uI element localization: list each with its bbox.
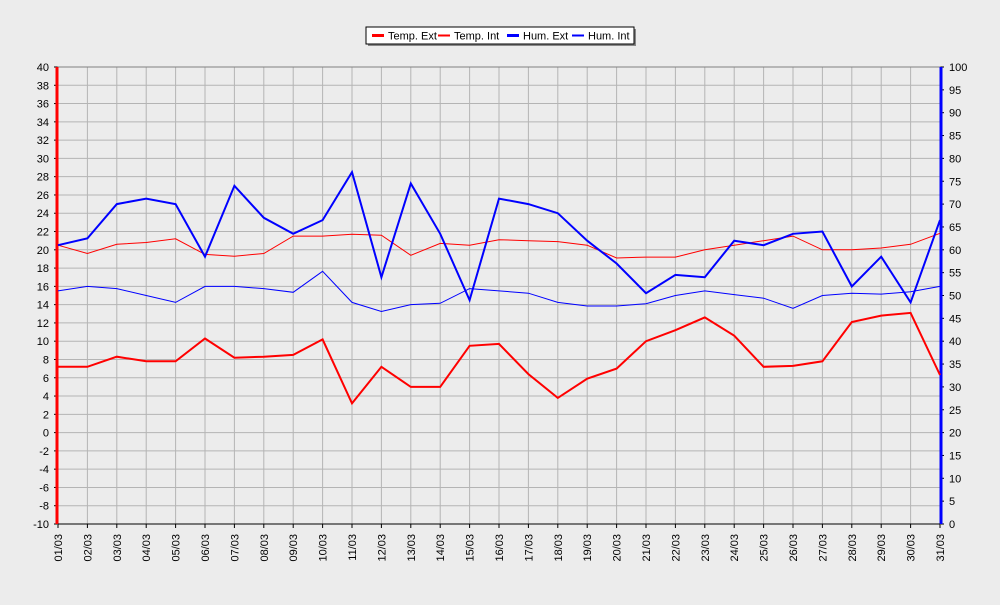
left-axis-tick-label: 14: [37, 300, 49, 312]
legend-box: [365, 26, 635, 45]
x-axis-tick-label: 21/03: [641, 534, 653, 562]
series-line-hum-ext: [57, 169, 941, 305]
right-axis-tick-label: 100: [949, 62, 967, 74]
right-axis-tick-label: 50: [949, 291, 961, 303]
right-axis-tick-label: 40: [949, 336, 961, 348]
x-axis-tick-label: 15/03: [465, 534, 477, 562]
left-axis-tick-label: 32: [37, 135, 49, 147]
right-axis-tick-label: 15: [949, 450, 961, 462]
left-axis-tick-label: -4: [39, 464, 49, 476]
left-axis-tick-label: -6: [39, 482, 49, 494]
x-axis-tick-label: 16/03: [494, 534, 506, 562]
x-axis-tick-label: 05/03: [171, 534, 183, 562]
x-axis-tick-label: 07/03: [229, 534, 241, 562]
x-axis-tick-label: 18/03: [553, 534, 565, 562]
x-axis-tick-label: 27/03: [817, 534, 829, 562]
legend-label: Temp. Ext: [388, 31, 437, 43]
left-axis-tick-label: 18: [37, 263, 49, 275]
legend-label: Temp. Int: [454, 31, 499, 43]
left-axis-tick-label: 12: [37, 318, 49, 330]
legend: Temp. Ext Temp. Int Hum. Ext Hum. Int: [365, 26, 636, 46]
x-axis-tick-label: 13/03: [406, 534, 418, 562]
left-axis-tick-label: 24: [37, 208, 49, 220]
right-axis-tick-label: 60: [949, 245, 961, 257]
right-axis-tick-label: 85: [949, 131, 961, 143]
left-axis-tick-label: 10: [37, 336, 49, 348]
legend-label: Hum. Int: [588, 31, 630, 43]
left-axis-tick-label: 34: [37, 117, 49, 129]
right-axis-tick-label: 20: [949, 428, 961, 440]
x-axis-tick-label: 14/03: [435, 534, 447, 562]
left-axis-tick-label: -10: [33, 519, 49, 531]
left-axis-tick-label: 36: [37, 99, 49, 111]
x-axis-tick-label: 29/03: [876, 534, 888, 562]
right-axis-tick-label: 80: [949, 153, 961, 165]
right-axis-tick-label: 70: [949, 199, 961, 211]
left-axis-tick-label: 22: [37, 227, 49, 239]
x-axis-tick-label: 22/03: [670, 534, 682, 562]
x-axis-tick-label: 28/03: [847, 534, 859, 562]
x-axis-tick-label: 08/03: [259, 534, 271, 562]
left-axis-tick-label: 20: [37, 245, 49, 257]
right-axis-tick-label: 75: [949, 176, 961, 188]
right-axis-tick-label: 5: [949, 496, 955, 508]
x-axis-tick-label: 17/03: [523, 534, 535, 562]
x-axis-tick-label: 11/03: [347, 534, 359, 561]
x-axis-tick-label: 31/03: [935, 534, 947, 562]
left-axis-tick-label: 30: [37, 153, 49, 165]
x-axis-tick-label: 30/03: [906, 534, 918, 562]
right-axis-tick-label: 65: [949, 222, 961, 234]
right-axis-tick-label: 95: [949, 85, 961, 97]
left-axis-tick-label: 38: [37, 80, 49, 92]
right-axis-tick-label: 55: [949, 268, 961, 280]
series-line-temp-ext: [58, 311, 941, 406]
x-axis-tick-label: 01/03: [53, 534, 65, 562]
series-line-hum-int: [57, 270, 941, 313]
left-axis-tick-label: 6: [43, 373, 49, 385]
left-axis-tick-label: -8: [39, 501, 49, 513]
left-axis-tick-label: -2: [39, 446, 49, 458]
right-axis-tick-label: 25: [949, 405, 961, 417]
right-axis-tick-label: 10: [949, 473, 961, 485]
x-axis-tick-label: 23/03: [700, 534, 712, 562]
left-axis-tick-label: 26: [37, 190, 49, 202]
left-axis-tick-label: 16: [37, 281, 49, 293]
right-axis-tick-label: 30: [949, 382, 961, 394]
x-axis-tick-label: 19/03: [582, 534, 594, 562]
right-axis-tick-label: 35: [949, 359, 961, 371]
x-axis-tick-label: 12/03: [376, 534, 388, 562]
grid: [57, 66, 941, 525]
x-axis-tick-label: 03/03: [112, 534, 124, 562]
x-axis-tick-label: 04/03: [141, 534, 153, 562]
x-axis-tick-label: 25/03: [759, 534, 771, 562]
legend-label: Hum. Ext: [523, 31, 568, 43]
left-axis-tick-label: 8: [43, 354, 49, 366]
left-axis-tick-label: 28: [37, 172, 49, 184]
right-axis-tick-label: 90: [949, 108, 961, 120]
left-axis-tick-label: 0: [43, 428, 49, 440]
x-axis-tick-label: 02/03: [82, 534, 94, 562]
left-axis-tick-label: 2: [43, 409, 49, 421]
x-axis-tick-label: 10/03: [318, 534, 330, 562]
right-axis-tick-label: 45: [949, 313, 961, 325]
right-axis-tick-label: 0: [949, 519, 955, 531]
x-axis-tick-label: 20/03: [612, 534, 624, 562]
x-axis-tick-label: 06/03: [200, 534, 212, 562]
left-axis-tick-label: 4: [43, 391, 49, 403]
x-axis-tick-label: 26/03: [788, 534, 800, 562]
x-axis-tick-label: 09/03: [288, 534, 300, 562]
axes: 4038363432302826242220181614121086420-2-…: [33, 62, 967, 562]
left-axis-tick-label: 40: [37, 62, 49, 74]
x-axis-tick-label: 24/03: [729, 534, 741, 562]
series-lines: [57, 169, 941, 406]
